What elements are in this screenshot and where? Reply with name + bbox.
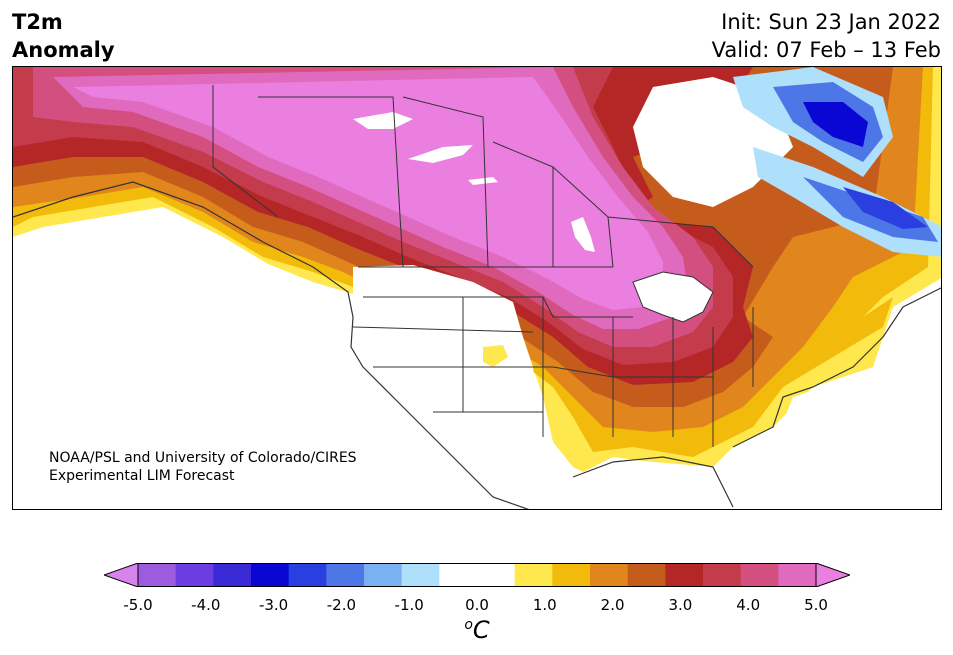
gulf-of-mexico-region [554,462,733,509]
colorbar-segment [138,563,177,587]
neutral-region-west-us [353,265,543,442]
unit-degree-mark: o [464,617,473,633]
map-title: T2m Anomaly [12,8,115,64]
colorbar-tick-label: 2.0 [600,596,625,614]
unit-base: C [472,616,490,644]
cold-anomaly-greenland-core [803,102,868,147]
colorbar-segment [439,563,478,587]
colorbar-segment [401,563,440,587]
colorbar-segment [251,563,290,587]
colorbar-segment [175,563,214,587]
credit-line-2: Experimental LIM Forecast [49,468,235,484]
map-svg [13,67,941,509]
title-line-2: Anomaly [12,38,115,62]
colorbar-segment [778,563,817,587]
colorbar-tick-label: -4.0 [191,596,221,614]
colorbar [102,562,852,588]
lake-great-bear [353,112,413,129]
lake-athabasca [468,177,498,185]
colorbar-segment [590,563,629,587]
valid-date: Valid: 07 Feb – 13 Feb [711,38,941,62]
anomaly-map [12,66,942,510]
great-lakes [632,271,714,323]
lake-great-slave [408,145,473,163]
anomaly-band-west-1c [483,345,508,367]
colorbar-tick-label: -2.0 [326,596,357,614]
lake-winnipeg [571,217,595,252]
colorbar-segment [364,563,403,587]
colorbar-extend-max [815,562,852,588]
colorbar-extend-min [102,562,139,588]
colorbar-tick-label: -3.0 [258,596,289,614]
credit-text: NOAA/PSL and University of Colorado/CIRE… [49,449,357,485]
atlantic-ocean-region [733,347,941,509]
colorbar-segment [514,563,553,587]
colorbar-segment [288,563,327,587]
init-date: Init: Sun 23 Jan 2022 [721,10,941,34]
colorbar-tick-label: -5.0 [123,596,153,614]
credit-line-1: NOAA/PSL and University of Colorado/CIRE… [49,450,357,466]
coastline [13,181,941,509]
colorbar-segment [552,563,591,587]
cold-anomaly-labrador-core [843,187,928,229]
colorbar-segment [627,563,666,587]
colorbar-outline [137,563,817,587]
colorbar-segment [326,563,365,587]
colorbar-tick-label: 4.0 [736,596,761,614]
forecast-dates: Init: Sun 23 Jan 2022 Valid: 07 Feb – 13… [712,8,941,64]
colorbar-tick-label: 5.0 [804,596,828,614]
colorbar-segment [477,563,516,587]
colorbar-segment [665,563,704,587]
colorbar-tick-label: 3.0 [668,596,693,614]
colorbar-unit: oC [464,616,489,644]
colorbar-segment [703,563,742,587]
colorbar-tick-label: 1.0 [532,596,557,614]
title-line-1: T2m [12,10,63,34]
anomaly-band-5c [73,77,663,310]
colorbar-tick-label: 0.0 [465,596,489,614]
colorbar-svg [102,562,852,588]
colorbar-tick-label: -1.0 [394,596,424,614]
colorbar-ticks: -5.0 -4.0 -3.0 -2.0 -1.0 0.0 1.0 2.0 3.0 4.0 5.0 [0,596,953,616]
political-boundaries [212,85,754,447]
colorbar-segment [213,563,252,587]
colorbar-segment [740,563,779,587]
pacific-ocean-region [13,232,481,509]
